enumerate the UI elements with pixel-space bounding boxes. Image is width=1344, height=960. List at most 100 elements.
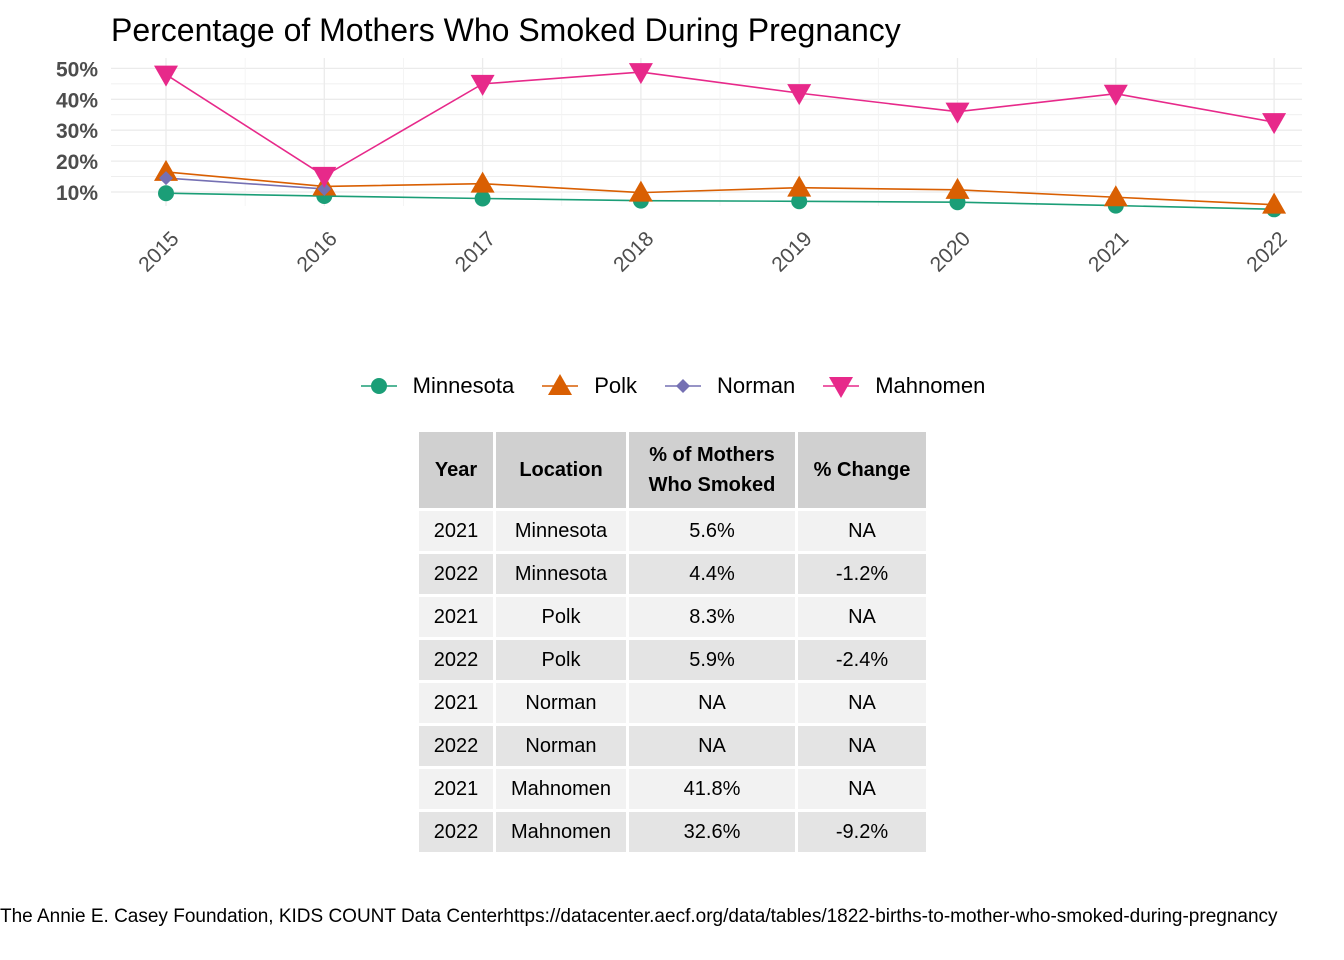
- table-cell: NA: [626, 723, 798, 769]
- data-point-norman: [159, 171, 173, 186]
- x-tick-label: 2016: [293, 227, 342, 276]
- legend-key-icon: [360, 378, 397, 394]
- table-cell: 8.3%: [626, 594, 798, 640]
- line-chart: Percentage of Mothers Who Smoked During …: [56, 12, 1302, 277]
- data-point-polk: [1262, 192, 1287, 214]
- legend-key-icon: [542, 374, 579, 395]
- legend-key-icon: [823, 377, 860, 398]
- series-line-norman: [165, 177, 325, 190]
- x-axis-ticks: 2015 2016 2017 2018 2019 2020 2021 2022: [134, 227, 1291, 276]
- x-tick-label: 2021: [1084, 227, 1133, 276]
- data-point-minnesota: [474, 190, 491, 207]
- table-cell: -9.2%: [795, 809, 926, 855]
- table-row: 2022 Polk 5.9% -2.4%: [419, 637, 926, 683]
- table-cell: 4.4%: [626, 551, 798, 597]
- data-point-polk: [154, 159, 178, 181]
- x-tick-label: 2017: [451, 227, 500, 276]
- data-point-minnesota: [791, 193, 808, 210]
- data-point-minnesota: [158, 185, 174, 202]
- data-point-polk: [628, 180, 653, 202]
- y-tick-label: 50%: [56, 58, 98, 81]
- table-cell: Norman: [493, 723, 629, 769]
- y-axis-ticks: 10% 20% 30% 40% 50%: [56, 58, 98, 205]
- table-cell: Minnesota: [493, 551, 629, 597]
- table-cell: Minnesota: [493, 508, 629, 554]
- table-cell: Polk: [493, 594, 629, 640]
- chart-title: Percentage of Mothers Who Smoked During …: [111, 12, 901, 48]
- table-row: 2022 Minnesota 4.4% -1.2%: [419, 551, 926, 597]
- data-point-polk: [470, 171, 495, 193]
- table-cell: NA: [626, 680, 798, 726]
- table-cell: -2.4%: [795, 637, 926, 683]
- table-body: 2021 Minnesota 5.6% NA 2022 Minnesota 4.4% -1.2…: [419, 508, 926, 855]
- table-cell: 41.8%: [626, 766, 798, 812]
- data-point-mahnomen: [470, 74, 495, 96]
- table-cell: 2022: [419, 551, 496, 597]
- table-cell: -1.2%: [795, 551, 926, 597]
- table-cell: NA: [795, 766, 926, 812]
- series-points: [154, 63, 1287, 218]
- data-point-norman: [317, 181, 332, 196]
- series-line-mahnomen: [165, 71, 1275, 177]
- table-cell: Norman: [493, 680, 629, 726]
- data-point-polk: [787, 175, 812, 197]
- table-row: 2021 Norman NA NA: [419, 680, 926, 726]
- data-point-mahnomen: [154, 65, 178, 87]
- data-point-mahnomen: [945, 102, 970, 124]
- legend-key-icon: [664, 379, 701, 393]
- table-header-row: Year Location % of Mothers Who Smoked % …: [419, 432, 926, 511]
- legend-item-polk: Polk: [540, 366, 637, 406]
- table-cell: 2021: [419, 766, 496, 812]
- data-point-polk: [945, 177, 970, 199]
- y-tick-label: 40%: [56, 89, 98, 112]
- legend-item-mahnomen: Mahnomen: [821, 366, 985, 406]
- y-tick-label: 20%: [56, 151, 98, 174]
- table-row: 2021 Polk 8.3% NA: [419, 594, 926, 640]
- legend-item-minnesota: Minnesota: [359, 366, 515, 406]
- table-row: 2021 Minnesota 5.6% NA: [419, 508, 926, 554]
- legend-label: Polk: [594, 373, 637, 398]
- table-cell: 2022: [419, 637, 496, 683]
- table-cell: 2022: [419, 809, 496, 855]
- table-cell: NA: [795, 508, 926, 554]
- table-cell: 5.6%: [626, 508, 798, 554]
- y-tick-label: 10%: [56, 182, 98, 205]
- table-row: 2022 Norman NA NA: [419, 723, 926, 769]
- table-cell: 2021: [419, 680, 496, 726]
- legend-item-norman: Norman: [663, 366, 795, 406]
- table-cell: 32.6%: [626, 809, 798, 855]
- col-header-location: Location: [493, 432, 629, 511]
- col-header-change: % Change: [795, 432, 926, 511]
- legend-label: Mahnomen: [875, 373, 986, 398]
- x-tick-label: 2020: [926, 227, 975, 276]
- data-table: Year Location % of Mothers Who Smoked % …: [419, 432, 926, 855]
- table-cell: Polk: [493, 637, 629, 683]
- table-cell: 5.9%: [626, 637, 798, 683]
- x-tick-label: 2019: [767, 227, 816, 276]
- table-cell: NA: [795, 594, 926, 640]
- x-tick-label: 2022: [1242, 227, 1291, 276]
- x-tick-label: 2018: [609, 227, 658, 276]
- series-line-minnesota: [165, 192, 1275, 211]
- legend-label: Minnesota: [412, 373, 515, 398]
- col-header-percent: % of Mothers Who Smoked: [626, 432, 798, 511]
- table-cell: 2021: [419, 594, 496, 640]
- table-cell: NA: [795, 680, 926, 726]
- series-line-polk: [165, 171, 1275, 206]
- data-point-mahnomen: [1262, 113, 1287, 135]
- table-row: 2021 Mahnomen 41.8% NA: [419, 766, 926, 812]
- table-row: 2022 Mahnomen 32.6% -9.2%: [419, 809, 926, 855]
- legend-label: Norman: [716, 373, 796, 398]
- table-cell: 2021: [419, 508, 496, 554]
- data-point-polk: [1103, 185, 1128, 207]
- chart-legend: Minnesota Polk Norman Mahnomen: [0, 366, 1344, 406]
- data-point-mahnomen: [787, 84, 812, 106]
- y-tick-label: 30%: [56, 120, 98, 143]
- data-point-mahnomen: [1103, 84, 1128, 106]
- data-point-mahnomen: [312, 166, 337, 188]
- data-point-mahnomen: [628, 63, 653, 85]
- source-caption: The Annie E. Casey Foundation, KIDS COUN…: [0, 906, 1278, 927]
- series-lines: [165, 71, 1275, 211]
- table-cell: NA: [795, 723, 926, 769]
- col-header-year: Year: [419, 432, 496, 511]
